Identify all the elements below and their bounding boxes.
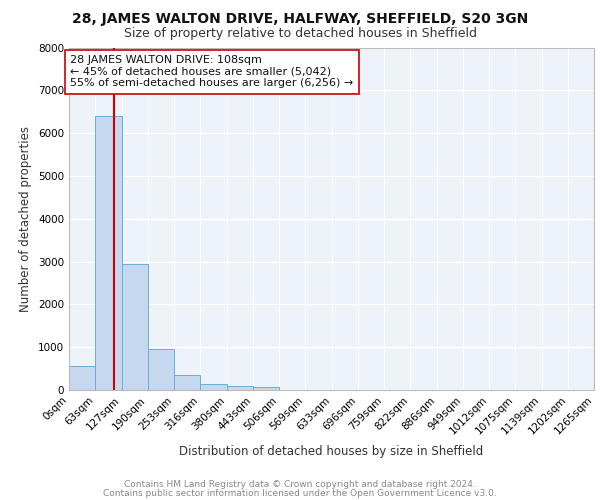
Y-axis label: Number of detached properties: Number of detached properties — [19, 126, 32, 312]
Bar — [148, 350, 174, 390]
Bar — [200, 384, 227, 390]
Bar — [253, 387, 279, 390]
Text: Size of property relative to detached houses in Sheffield: Size of property relative to detached ho… — [124, 28, 476, 40]
Text: Contains HM Land Registry data © Crown copyright and database right 2024.: Contains HM Land Registry data © Crown c… — [124, 480, 476, 489]
X-axis label: Distribution of detached houses by size in Sheffield: Distribution of detached houses by size … — [179, 444, 484, 458]
Bar — [95, 116, 122, 390]
Text: Contains public sector information licensed under the Open Government Licence v3: Contains public sector information licen… — [103, 488, 497, 498]
Bar — [122, 264, 148, 390]
Bar — [227, 386, 253, 390]
Bar — [174, 374, 200, 390]
Text: 28, JAMES WALTON DRIVE, HALFWAY, SHEFFIELD, S20 3GN: 28, JAMES WALTON DRIVE, HALFWAY, SHEFFIE… — [72, 12, 528, 26]
Bar — [69, 366, 95, 390]
Text: 28 JAMES WALTON DRIVE: 108sqm
← 45% of detached houses are smaller (5,042)
55% o: 28 JAMES WALTON DRIVE: 108sqm ← 45% of d… — [70, 55, 353, 88]
